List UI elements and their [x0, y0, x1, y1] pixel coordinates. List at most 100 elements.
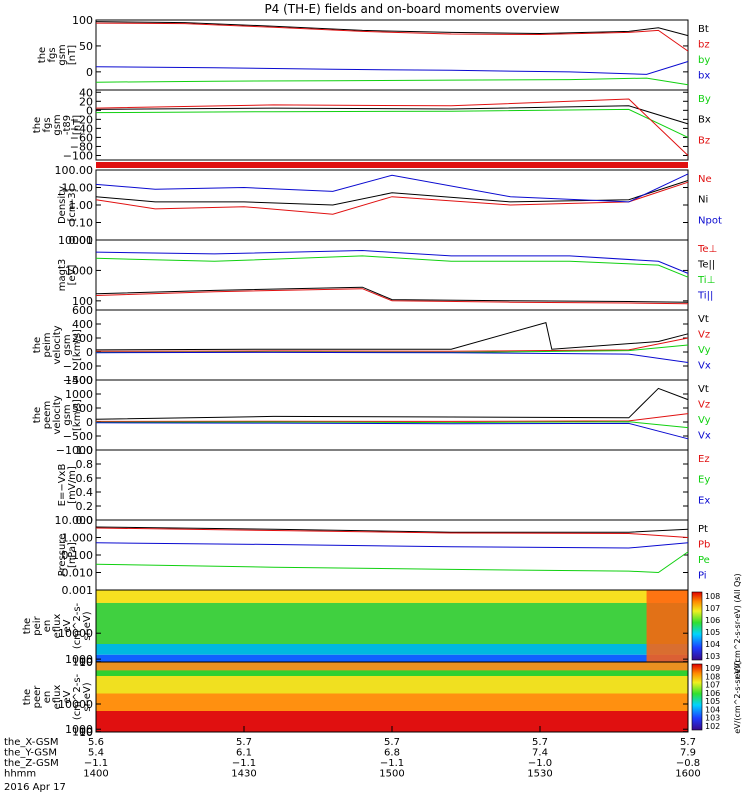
panel-frame — [95, 169, 689, 241]
x-tick-label: 5.4 — [88, 748, 104, 759]
spectrogram-band — [96, 654, 688, 662]
y-axis-label: gsm — [62, 404, 73, 425]
y-tick-label: 10 — [79, 726, 93, 739]
y-axis-label: (cm^2-s- — [72, 673, 83, 720]
y-tick-label: 20 — [79, 95, 93, 108]
y-tick-label: 0 — [86, 346, 93, 359]
legend-Te||: Te|| — [697, 260, 715, 271]
date-label: 2016 Apr 17 — [4, 782, 66, 793]
y-tick-label: 200 — [72, 332, 93, 345]
legend-Vx: Vx — [698, 431, 711, 442]
y-axis-label: the — [37, 47, 48, 63]
y-tick-label: −1000 — [56, 444, 93, 457]
legend-Vy: Vy — [698, 415, 711, 426]
panel-temperature: 10000 1000 100 magt3 [eV] Te⊥ Te|| Ti⊥ Ti|| — [57, 234, 717, 311]
panel-frame — [95, 379, 689, 451]
legend-Npot: Npot — [698, 215, 722, 226]
x-row-label: the_Y-GSM — [4, 748, 57, 759]
y-tick-label: 0 — [86, 66, 93, 79]
series-line-Vz — [95, 337, 689, 352]
series-line-Te⊥ — [95, 288, 689, 305]
legend-Vx: Vx — [698, 361, 711, 372]
separator-band — [96, 162, 688, 168]
y-tick-label: 1.000 — [62, 532, 94, 545]
x-tick-label: 5.7 — [236, 737, 252, 748]
y-axis-label: velocity — [52, 325, 63, 364]
y-axis-label: eflux — [52, 614, 63, 639]
legend-Pb: Pb — [698, 540, 710, 551]
x-tick-label: −1.0 — [528, 758, 552, 769]
y-tick-label: 1.0 — [76, 444, 94, 457]
legend-Ti⊥: Ti⊥ — [697, 275, 715, 286]
legend-Ey: Ey — [698, 475, 710, 486]
colorbar-tick-label: 109 — [705, 664, 720, 673]
legend-Te⊥: Te⊥ — [697, 244, 717, 255]
panel-efield: 1.00.80.60.40.20.0 E=−VxB [mV/m] Ez Ey Ex — [57, 444, 710, 527]
y-tick-label: 40 — [79, 86, 93, 99]
y-tick-label: 1000 — [65, 653, 93, 666]
y-tick-label: −20 — [70, 113, 93, 126]
y-axis-label: gsm — [52, 114, 63, 135]
y-axis-label: -t89 — [62, 115, 73, 135]
y-tick-label: 0.2 — [76, 500, 94, 513]
series-line-Te|| — [95, 286, 689, 303]
y-axis-label: the — [32, 407, 43, 423]
y-axis-label: peem — [42, 401, 53, 429]
y-axis-label: peer — [32, 685, 43, 709]
colorbar-tick-label: 107 — [705, 681, 720, 690]
x-row-label: the_Z-GSM — [4, 758, 59, 769]
panel-frame — [95, 449, 689, 521]
legend-bx: bx — [698, 71, 710, 82]
x-tick-label: 7.9 — [680, 748, 696, 759]
spectrogram-band — [96, 662, 688, 671]
x-tick-label: −1.1 — [84, 758, 108, 769]
y-tick-label: 0.0 — [76, 514, 94, 527]
y-tick-label: 10.00 — [62, 182, 94, 195]
legend-Ex: Ex — [698, 495, 710, 506]
y-axis-label: peir — [32, 615, 43, 635]
y-axis-label: Density — [57, 186, 68, 224]
y-axis-label: eflux — [52, 685, 63, 710]
y-axis-label: [mV/m] — [67, 466, 78, 504]
series-line-Vt — [95, 387, 689, 420]
series-line-Ne — [95, 181, 689, 215]
legend-by: by — [698, 55, 710, 66]
y-tick-label: 0.8 — [76, 458, 94, 471]
x-tick-label: −1.1 — [232, 758, 256, 769]
panel-ion_energy_flux: 108 107 106 105 104 103 eV/(cm^2-s-sr-eV) (All… — [22, 573, 742, 678]
legend-Pe: Pe — [698, 555, 710, 566]
legend-Bt: Bt — [698, 24, 709, 35]
spectrogram-burst — [646, 590, 688, 662]
y-tick-label: 0.001 — [62, 584, 94, 597]
legend-Vz: Vz — [698, 400, 710, 411]
y-tick-label: −80 — [70, 140, 93, 153]
y-axis-label: [cm-3] — [67, 188, 78, 221]
y-axis-label: (cm^2-s- — [72, 602, 83, 649]
spectrogram-band — [96, 644, 688, 655]
y-axis-label: en — [42, 620, 53, 633]
y-tick-label: 10000 — [58, 698, 93, 711]
y-tick-label: 100 — [72, 656, 93, 669]
y-tick-label: 100.00 — [55, 164, 94, 177]
panel-pressure: 10.000 1.000 0.100 0.010 0.001 Pressure [nPa] P… — [55, 514, 711, 597]
legend-Ez: Ez — [698, 454, 710, 465]
series-line-by — [95, 77, 689, 86]
y-tick-label: 1000 — [65, 723, 93, 736]
y-axis-label: the — [22, 618, 33, 634]
series-line-By — [95, 108, 689, 138]
y-tick-label: −60 — [70, 131, 93, 144]
y-tick-label: −200 — [63, 360, 93, 373]
colorbar-label: eV/(cm^2-s-sr-eV) (All Qs) — [733, 573, 742, 678]
legend-Vy: Vy — [698, 345, 711, 356]
y-axis-label: E=−VxB — [57, 464, 68, 507]
x-tick-label: 6.8 — [384, 748, 400, 759]
colorbar-tick-label: 103 — [705, 652, 720, 661]
legend-Ne: Ne — [698, 174, 712, 185]
series-line-bz — [95, 22, 689, 52]
series-line-Ti|| — [95, 249, 689, 274]
y-tick-label: 400 — [72, 318, 93, 331]
